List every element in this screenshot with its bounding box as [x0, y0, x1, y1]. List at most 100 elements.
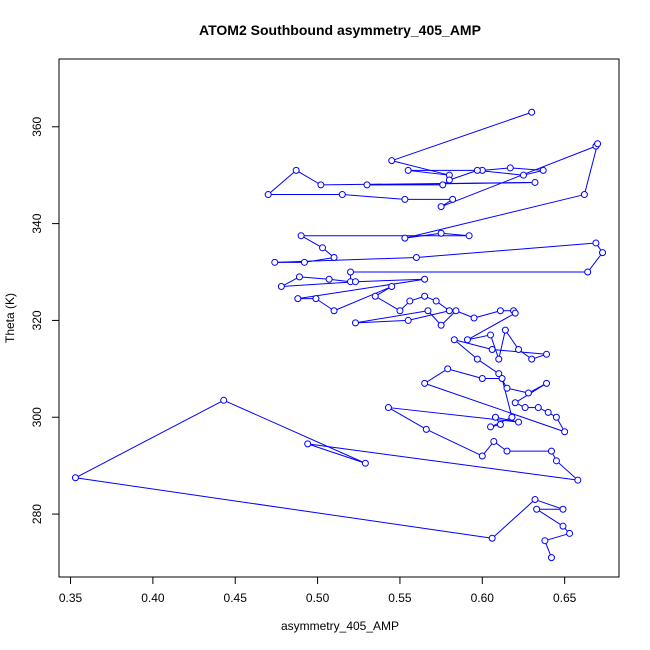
series-segment — [374, 295, 401, 312]
series-segment — [544, 532, 570, 542]
data-point — [559, 505, 567, 513]
data-point — [312, 295, 320, 303]
series-segment — [388, 407, 427, 430]
x-tick-label: 0.55 — [388, 591, 412, 605]
data-point — [421, 275, 429, 283]
series-segment — [320, 181, 536, 186]
data-point — [300, 258, 308, 266]
data-point — [498, 375, 506, 383]
series-segment — [440, 145, 597, 208]
data-point — [534, 404, 542, 412]
series-segment — [355, 310, 429, 324]
data-point — [450, 336, 458, 344]
data-point — [445, 176, 453, 184]
data-point — [449, 195, 457, 203]
x-tick-label: 0.60 — [471, 591, 495, 605]
series-segment — [342, 194, 405, 200]
data-point — [351, 319, 359, 327]
data-point — [445, 307, 453, 315]
y-tick-label: 320 — [30, 310, 44, 330]
data-point — [521, 404, 529, 412]
data-point — [490, 437, 498, 445]
data-point — [488, 345, 496, 353]
y-tick-label: 340 — [30, 213, 44, 233]
data-point — [304, 440, 312, 448]
data-point — [594, 140, 602, 148]
data-point — [271, 258, 279, 266]
data-point — [338, 191, 346, 199]
data-point — [539, 166, 547, 174]
data-point — [330, 253, 338, 261]
data-point — [432, 297, 440, 305]
data-point — [511, 399, 519, 407]
data-point — [531, 496, 539, 504]
series-segment — [307, 443, 578, 481]
data-point — [515, 345, 523, 353]
data-point — [478, 375, 486, 383]
series-segment — [299, 276, 330, 280]
data-point — [547, 447, 555, 455]
data-point — [412, 253, 420, 261]
series-segment — [333, 286, 392, 312]
series-segment — [295, 169, 322, 186]
series-segment — [408, 310, 450, 321]
series-segment — [424, 368, 448, 384]
data-point — [491, 413, 499, 421]
data-point — [473, 355, 481, 363]
data-point — [473, 166, 481, 174]
series-segment — [355, 278, 425, 283]
series-segment — [267, 169, 297, 195]
data-point — [317, 181, 325, 189]
series-segment — [426, 428, 483, 457]
series-segment — [297, 278, 425, 300]
data-point — [528, 108, 536, 116]
data-point — [264, 191, 272, 199]
data-point — [541, 537, 549, 545]
series-segment — [424, 382, 565, 433]
data-point — [371, 292, 379, 300]
data-point — [478, 452, 486, 460]
data-point — [330, 307, 338, 315]
data-point — [503, 384, 511, 392]
data-point — [406, 297, 414, 305]
data-point — [396, 307, 404, 315]
data-point — [421, 379, 429, 387]
data-point — [388, 283, 396, 291]
series-segment — [587, 252, 603, 273]
series-segment — [491, 499, 536, 539]
data-point — [524, 389, 532, 397]
data-point — [552, 457, 560, 465]
series-segment — [75, 399, 224, 479]
x-axis-label: asymmetry_405_AMP — [281, 619, 399, 633]
series-segment — [281, 281, 356, 288]
data-point — [444, 365, 452, 373]
data-point — [508, 413, 516, 421]
series-segment — [467, 312, 516, 341]
x-tick-label: 0.40 — [141, 591, 165, 605]
series-segment — [408, 169, 450, 176]
chart-title: ATOM2 Southbound asymmetry_405_AMP — [199, 22, 481, 38]
x-tick-label: 0.65 — [553, 591, 577, 605]
data-point — [501, 326, 509, 334]
y-axis-label: Theta (K) — [3, 293, 17, 343]
data-point — [421, 292, 429, 300]
data-point — [511, 309, 519, 317]
data-point — [487, 423, 495, 431]
series-segment — [454, 339, 493, 350]
series-segment — [223, 399, 366, 464]
data-point — [552, 413, 560, 421]
data-point — [488, 534, 496, 542]
series-segment — [329, 278, 351, 283]
series-segment — [274, 256, 417, 263]
data-point — [404, 316, 412, 324]
data-point — [71, 474, 79, 482]
data-point — [544, 408, 552, 416]
data-point — [437, 203, 445, 211]
data-point — [325, 275, 333, 283]
data-point — [574, 476, 582, 484]
data-point — [294, 295, 302, 303]
x-tick-label: 0.35 — [59, 591, 83, 605]
data-point — [363, 181, 371, 189]
